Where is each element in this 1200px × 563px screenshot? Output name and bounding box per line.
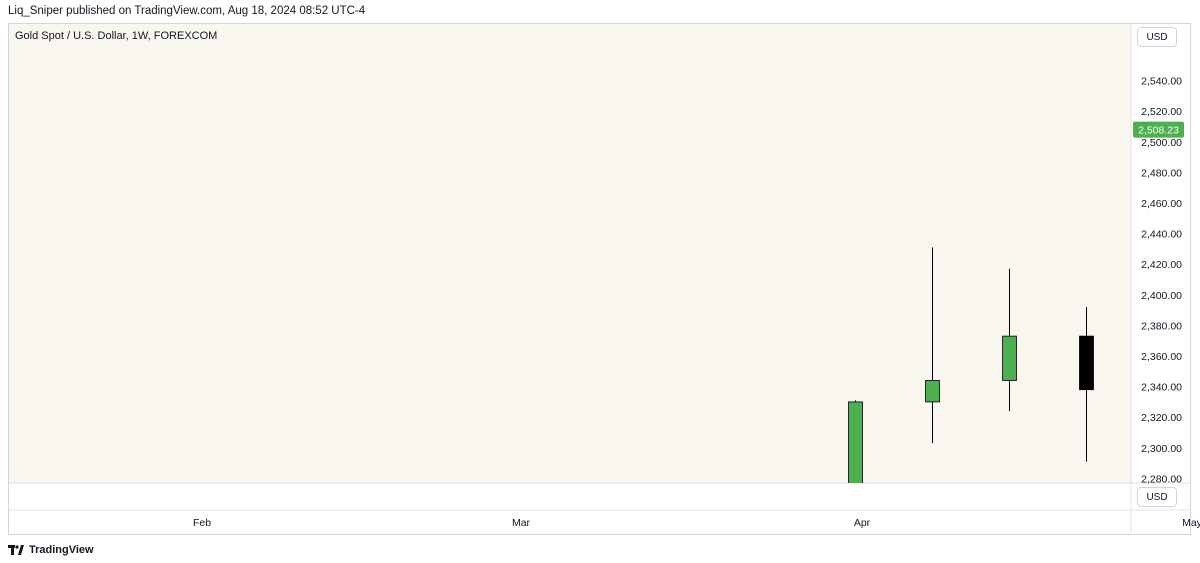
- time-tick-label: Apr: [854, 517, 871, 529]
- time-tick-label: Feb: [193, 517, 211, 529]
- price-tick-label: 2,320.00: [1141, 412, 1182, 424]
- price-tick-label: 2,440.00: [1141, 229, 1182, 241]
- price-tick-label: 2,340.00: [1141, 382, 1182, 394]
- price-tick-label: 2,500.00: [1141, 137, 1182, 149]
- price-tick-label: 2,300.00: [1141, 443, 1182, 455]
- currency-selector-bottom[interactable]: USD: [1137, 487, 1177, 507]
- candle-body-up: [1002, 335, 1017, 381]
- tradingview-logo-icon: [8, 545, 24, 555]
- candles-group: [848, 247, 1094, 483]
- symbol-title: Gold Spot / U.S. Dollar, 1W, FOREXCOM: [15, 30, 218, 42]
- candle-body-up: [848, 401, 863, 483]
- price-tick-label: 2,400.00: [1141, 290, 1182, 302]
- current-price-label: 2,508.23: [1138, 125, 1179, 137]
- price-tick-label: 2,520.00: [1141, 106, 1182, 118]
- price-tick-label: 2,480.00: [1141, 167, 1182, 179]
- plot-area[interactable]: [9, 24, 1131, 483]
- time-tick-label: May: [1182, 517, 1200, 529]
- current-price-badge: [1133, 121, 1184, 138]
- price-tick-label: 2,540.00: [1141, 76, 1182, 88]
- footer-brand[interactable]: TradingView: [8, 542, 94, 558]
- candle-body-up: [925, 380, 940, 403]
- price-tick-label: 2,360.00: [1141, 351, 1182, 363]
- tradingview-brand-label: TradingView: [29, 544, 94, 556]
- price-tick-label: 2,420.00: [1141, 259, 1182, 271]
- time-tick-label: Mar: [512, 517, 531, 529]
- candle-body-down: [1079, 335, 1094, 391]
- price-tick-label: 2,380.00: [1141, 320, 1182, 332]
- price-tick-label: 2,280.00: [1141, 473, 1182, 485]
- publish-info: Liq_Sniper published on TradingView.com,…: [8, 5, 366, 17]
- currency-selector-top[interactable]: USD: [1137, 27, 1177, 47]
- price-tick-label: 2,460.00: [1141, 198, 1182, 210]
